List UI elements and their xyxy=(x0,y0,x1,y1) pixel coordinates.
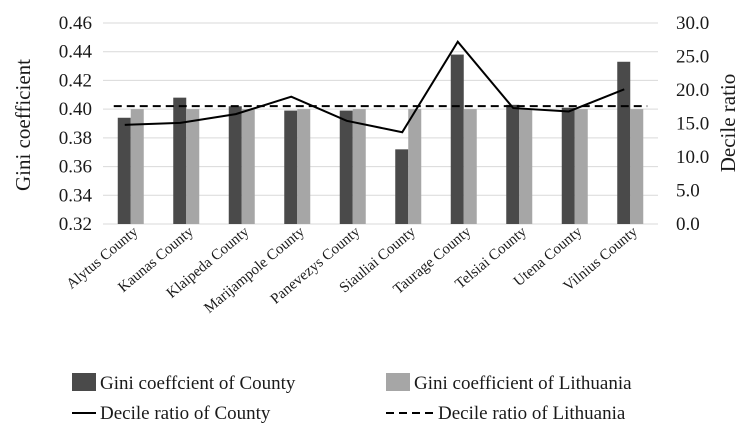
right-tick-label-4: 20.0 xyxy=(676,80,709,101)
right-tick-label-3: 15.0 xyxy=(676,114,709,135)
bar-county-0 xyxy=(117,117,131,224)
bar-county-2 xyxy=(228,106,242,224)
left-tick-label-0: 0.32 xyxy=(59,214,92,235)
left-tick-label-7: 0.46 xyxy=(59,13,92,34)
bar-county-6 xyxy=(450,54,464,225)
bar-county-9 xyxy=(617,61,631,225)
bar-county-5 xyxy=(395,149,409,224)
right-tick-label-0: 0.0 xyxy=(676,214,700,235)
legend-label-gini-county: Gini coeffcient of County xyxy=(100,373,296,394)
lines xyxy=(113,40,648,134)
bar-lithuania-1 xyxy=(186,109,200,224)
bar-lithuania-0 xyxy=(130,109,144,224)
category-label-3: Marijampole County xyxy=(201,223,308,316)
left-tick-label-2: 0.36 xyxy=(59,157,92,178)
bars xyxy=(117,54,644,225)
bar-lithuania-3 xyxy=(297,109,311,224)
bar-lithuania-7 xyxy=(519,109,533,224)
right-tick-label-5: 25.0 xyxy=(676,47,709,68)
legend: Gini coeffcient of County Gini coefficie… xyxy=(72,373,632,424)
left-tick-label-6: 0.44 xyxy=(59,42,93,63)
right-tick-label-2: 10.0 xyxy=(676,147,709,168)
left-axis-title: Gini coefficient xyxy=(11,59,35,191)
legend-item-gini-lithuania: Gini coefficient of Lithuania xyxy=(386,373,632,394)
right-axis-ticks: 0.0 5.0 10.0 15.0 20.0 25.0 30.0 xyxy=(676,13,709,235)
legend-label-gini-lithuania: Gini coefficient of Lithuania xyxy=(414,373,632,394)
bar-lithuania-9 xyxy=(630,109,644,224)
left-tick-label-1: 0.34 xyxy=(59,185,93,206)
bar-lithuania-8 xyxy=(574,109,588,224)
left-tick-label-4: 0.40 xyxy=(59,99,92,120)
bar-county-1 xyxy=(173,97,187,224)
bar-lithuania-6 xyxy=(463,109,477,224)
bar-lithuania-5 xyxy=(408,109,422,224)
legend-item-decile-county: Decile ratio of County xyxy=(72,403,271,424)
right-tick-label-1: 5.0 xyxy=(676,181,700,202)
bar-county-8 xyxy=(561,107,575,224)
left-tick-label-3: 0.38 xyxy=(59,128,92,149)
legend-swatch-gini-lithuania xyxy=(386,373,410,391)
right-tick-label-6: 30.0 xyxy=(676,13,709,34)
bar-county-4 xyxy=(339,110,353,224)
legend-item-gini-county: Gini coeffcient of County xyxy=(72,373,296,394)
legend-swatch-gini-county xyxy=(72,373,96,391)
right-axis-title: Decile ratio xyxy=(716,74,740,173)
line-decile-county xyxy=(124,40,625,134)
bar-lithuania-2 xyxy=(241,109,255,224)
legend-item-decile-lithuania: Decile ratio of Lithuania xyxy=(386,403,626,424)
left-tick-label-5: 0.42 xyxy=(59,70,92,91)
bar-county-7 xyxy=(506,104,520,224)
bar-lithuania-4 xyxy=(352,109,366,224)
left-axis-ticks: 0.32 0.34 0.36 0.38 0.40 0.42 0.44 0.46 xyxy=(59,13,93,235)
legend-label-decile-county: Decile ratio of County xyxy=(100,403,271,424)
bar-county-3 xyxy=(284,110,298,224)
legend-label-decile-lithuania: Decile ratio of Lithuania xyxy=(438,403,626,424)
